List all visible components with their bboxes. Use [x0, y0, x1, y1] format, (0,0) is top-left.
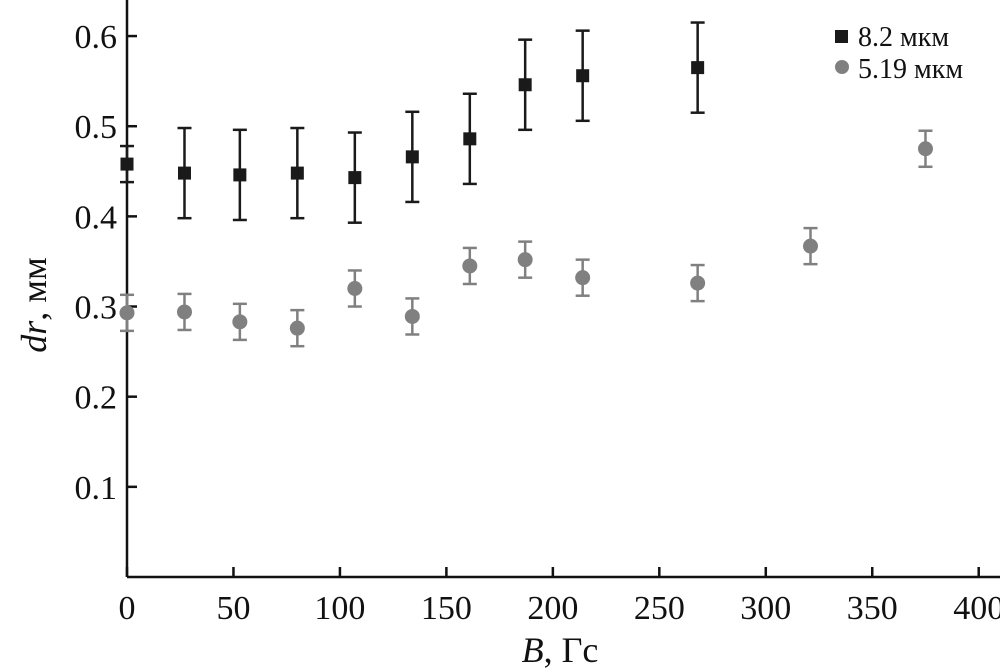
x-axis-ticks: 0 50 100 150 200 250 300 350 400 [119, 567, 1000, 627]
data-point-square [405, 150, 419, 164]
data-point-square [290, 166, 304, 180]
y-tick-label: 0.4 [75, 199, 118, 236]
data-point-square [518, 78, 532, 92]
data-point-square [691, 61, 705, 75]
x-axis-label: B, Гс [522, 630, 599, 669]
data-point-square [233, 168, 247, 182]
legend-marker-square [835, 30, 848, 43]
x-tick-label: 150 [421, 590, 472, 627]
data-point-circle [232, 314, 248, 330]
y-tick-label: 0.3 [75, 290, 118, 327]
series-2 [119, 129, 933, 348]
data-point-square [348, 171, 362, 185]
data-point-square [576, 69, 590, 83]
data-point-circle [176, 304, 192, 320]
x-tick-label: 350 [847, 590, 898, 627]
x-tick-label: 250 [634, 590, 685, 627]
legend: 8.2 мкм 5.19 мкм [835, 22, 963, 85]
data-point-square [177, 166, 191, 180]
data-point-circle [575, 270, 591, 286]
data-point-circle [404, 308, 420, 324]
data-point-square [463, 132, 477, 146]
y-axis-ticks: 0.1 0.2 0.3 0.4 0.5 0.6 [75, 19, 137, 507]
data-point-circle [917, 141, 933, 157]
y-tick-label: 0.1 [75, 470, 118, 507]
x-tick-label: 0 [119, 590, 136, 627]
legend-label-series-1: 8.2 мкм [858, 22, 949, 53]
x-axis-variable: B [522, 630, 544, 669]
data-point-circle [462, 258, 478, 274]
x-tick-label: 400 [953, 590, 1000, 627]
data-point-circle [690, 275, 706, 291]
y-axis-variable: dr [14, 320, 54, 353]
legend-label-series-2: 5.19 мкм [858, 54, 963, 85]
x-tick-label: 200 [527, 590, 578, 627]
data-point-square [120, 157, 134, 171]
y-tick-label: 0.5 [75, 109, 118, 146]
data-point-circle [802, 238, 818, 254]
x-tick-label: 300 [740, 590, 791, 627]
y-tick-label: 0.6 [75, 19, 118, 56]
series-1 [120, 21, 705, 224]
axes: 0 50 100 150 200 250 300 350 400 0.1 0.2 0.3 0.4 0.5… [75, 0, 1000, 627]
data-point-circle [517, 252, 533, 268]
x-tick-label: 100 [314, 590, 365, 627]
data-point-circle [289, 320, 305, 336]
y-tick-label: 0.2 [75, 380, 118, 417]
y-axis-label: dr, мм [14, 257, 54, 353]
data-point-circle [119, 305, 135, 321]
data-point-circle [347, 281, 363, 296]
y-axis-unit: , мм [14, 257, 54, 321]
legend-marker-circle [835, 60, 849, 74]
x-tick-label: 50 [216, 590, 250, 627]
plot-data [119, 21, 933, 348]
x-axis-unit: , Гс [544, 630, 599, 669]
